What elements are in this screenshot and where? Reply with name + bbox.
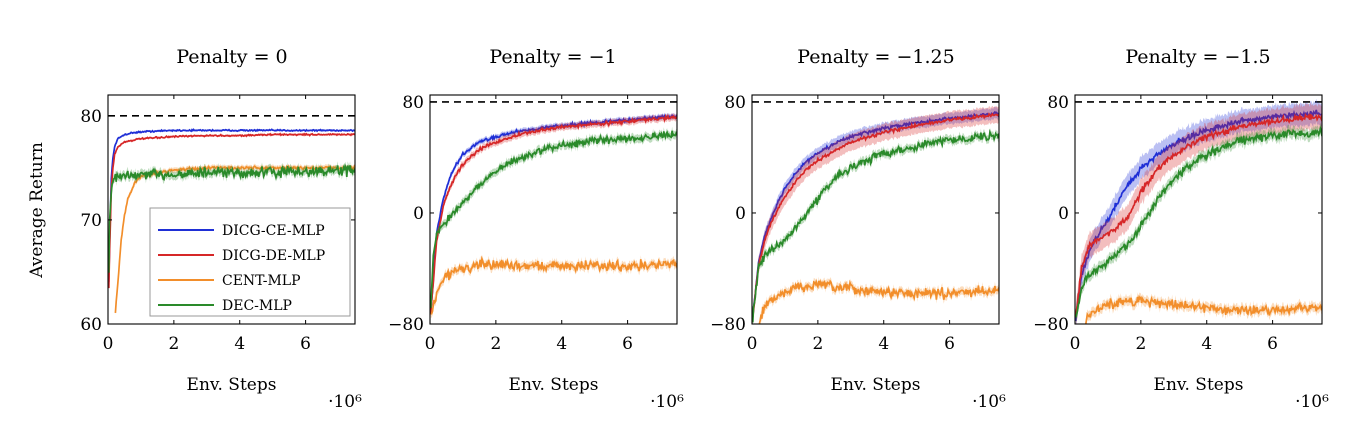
legend-box — [149, 207, 351, 317]
series-line-dec-mlp — [752, 128, 999, 323]
x-axis-label: Env. Steps — [187, 375, 277, 395]
plot-area — [1075, 98, 1322, 324]
series-band-dicg-ce-mlp — [1075, 98, 1322, 324]
y-tick-label: 80 — [1047, 93, 1069, 113]
y-tick-label: 70 — [80, 211, 102, 231]
x-tick-label: 6 — [944, 334, 955, 354]
x-tick-label: 0 — [425, 334, 436, 354]
y-tick-label: 0 — [1058, 204, 1069, 224]
plot-area — [108, 128, 355, 316]
y-tick-label: 80 — [402, 93, 424, 113]
y-tick-label: −80 — [1033, 315, 1069, 335]
x-axis-multiplier: ·10⁶ — [1295, 392, 1329, 412]
series-band-cent-mlp — [115, 163, 355, 316]
x-tick-label: 2 — [1135, 334, 1146, 354]
axes-frame — [107, 94, 356, 325]
legend-item: DICG-CE-MLP — [222, 223, 325, 239]
x-tick-label: 0 — [747, 334, 758, 354]
x-axis-multiplier: ·10⁶ — [328, 392, 362, 412]
y-axis-label: Average Return — [27, 142, 47, 279]
legend-item: DICG-DE-MLP — [222, 248, 325, 264]
y-tick-label: 80 — [80, 107, 102, 127]
y-tick-label: −80 — [710, 315, 746, 335]
y-tick-label: 0 — [413, 204, 424, 224]
x-tick-label: 0 — [103, 334, 114, 354]
x-axis-multiplier: ·10⁶ — [972, 392, 1006, 412]
series-line-cent-mlp — [430, 255, 677, 315]
series-line-dicg-de-mlp — [1075, 112, 1322, 317]
legend-item: CENT-MLP — [222, 273, 301, 289]
series-band-dec-mlp — [430, 126, 677, 313]
series-band-cent-mlp — [430, 254, 677, 318]
x-tick-label: 6 — [1267, 334, 1278, 354]
x-axis-label: Env. Steps — [1154, 375, 1244, 395]
x-tick-label: 2 — [812, 334, 823, 354]
y-tick-label: −80 — [388, 315, 424, 335]
series-line-cent-mlp — [758, 278, 999, 324]
series-line-dicg-de-mlp — [752, 112, 999, 317]
panel-title: Penalty = −1.25 — [797, 46, 954, 68]
legend: DICG-CE-MLP DICG-DE-MLP CENT-MLP DEC-MLP — [149, 207, 351, 317]
axes-frame — [751, 94, 1000, 325]
x-tick-label: 4 — [556, 334, 567, 354]
panel-title: Penalty = −1 — [489, 46, 616, 68]
series-line-dicg-ce-mlp — [108, 128, 355, 283]
x-tick-label: 4 — [234, 334, 245, 354]
x-axis-multiplier: ·10⁶ — [650, 392, 684, 412]
series-band-dicg-de-mlp — [752, 105, 999, 324]
legend-item: DEC-MLP — [222, 298, 292, 314]
axes-frame — [429, 94, 678, 325]
y-tick-label: 60 — [80, 315, 102, 335]
series-line-dec-mlp — [430, 130, 677, 309]
series-line-cent-mlp — [1084, 294, 1322, 324]
series-line-dicg-ce-mlp — [430, 113, 677, 312]
panel-title: Penalty = 0 — [176, 46, 287, 68]
y-tick-label: 80 — [724, 93, 746, 113]
series-band-dicg-ce-mlp — [752, 106, 999, 323]
x-tick-label: 2 — [490, 334, 501, 354]
series-line-dec-mlp — [1075, 125, 1322, 318]
series-line-dicg-de-mlp — [430, 113, 677, 315]
x-tick-label: 0 — [1070, 334, 1081, 354]
axes-frame — [1074, 94, 1323, 325]
x-tick-label: 4 — [1201, 334, 1212, 354]
x-tick-label: 2 — [168, 334, 179, 354]
plot-area — [430, 112, 677, 318]
series-line-dicg-ce-mlp — [1075, 109, 1322, 322]
series-band-dec-mlp — [108, 161, 355, 277]
series-line-dicg-de-mlp — [108, 132, 355, 289]
y-tick-label: 0 — [735, 204, 746, 224]
plot-area — [752, 105, 999, 324]
x-axis-label: Env. Steps — [831, 375, 921, 395]
panel-title: Penalty = −1.5 — [1125, 46, 1270, 68]
x-axis-label: Env. Steps — [509, 375, 599, 395]
panel-1: Penalty = 0 0 2 4 6 60 70 80 Env. Steps ·10⁶ — [80, 46, 362, 412]
x-tick-label: 6 — [300, 334, 311, 354]
series-line-cent-mlp — [114, 164, 355, 313]
x-tick-label: 4 — [878, 334, 889, 354]
series-band-dicg-de-mlp — [1075, 101, 1322, 324]
x-tick-label: 6 — [622, 334, 633, 354]
series-line-dec-mlp — [108, 163, 355, 273]
